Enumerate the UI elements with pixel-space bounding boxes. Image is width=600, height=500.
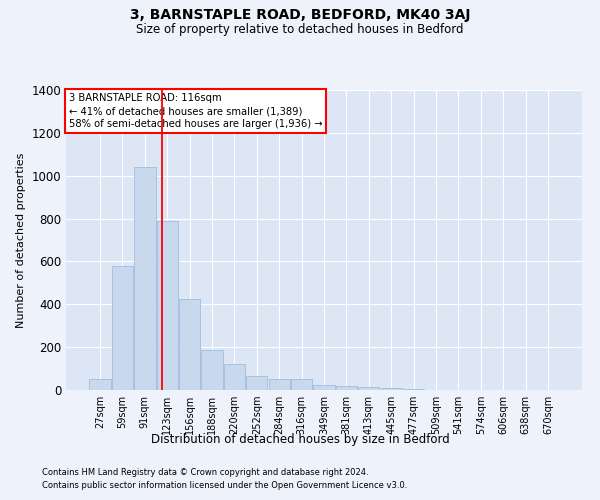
Bar <box>224 364 245 390</box>
Bar <box>157 220 178 390</box>
Bar <box>179 299 200 390</box>
Text: 3 BARNSTAPLE ROAD: 116sqm
← 41% of detached houses are smaller (1,389)
58% of se: 3 BARNSTAPLE ROAD: 116sqm ← 41% of detac… <box>68 93 322 130</box>
Bar <box>336 386 357 390</box>
Text: Contains public sector information licensed under the Open Government Licence v3: Contains public sector information licen… <box>42 480 407 490</box>
Text: Contains HM Land Registry data © Crown copyright and database right 2024.: Contains HM Land Registry data © Crown c… <box>42 468 368 477</box>
Bar <box>313 384 335 390</box>
Bar <box>358 387 379 390</box>
Bar <box>269 380 290 390</box>
Bar <box>202 350 223 390</box>
Bar <box>291 380 312 390</box>
Bar <box>380 388 402 390</box>
Text: Distribution of detached houses by size in Bedford: Distribution of detached houses by size … <box>151 432 449 446</box>
Text: 3, BARNSTAPLE ROAD, BEDFORD, MK40 3AJ: 3, BARNSTAPLE ROAD, BEDFORD, MK40 3AJ <box>130 8 470 22</box>
Bar <box>89 380 111 390</box>
Bar <box>134 167 155 390</box>
Bar <box>246 376 268 390</box>
Y-axis label: Number of detached properties: Number of detached properties <box>16 152 26 328</box>
Bar <box>112 266 133 390</box>
Bar <box>403 389 424 390</box>
Text: Size of property relative to detached houses in Bedford: Size of property relative to detached ho… <box>136 22 464 36</box>
